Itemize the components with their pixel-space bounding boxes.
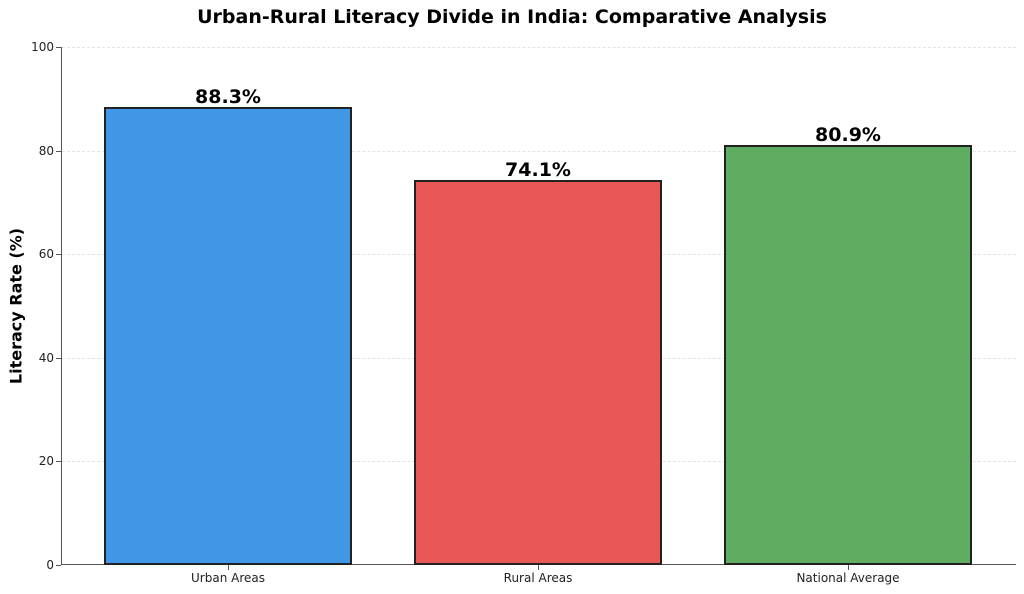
y-tick bbox=[56, 254, 61, 256]
chart-title: Urban-Rural Literacy Divide in India: Co… bbox=[197, 6, 827, 28]
x-tick-label: Rural Areas bbox=[503, 571, 573, 585]
x-tick bbox=[228, 565, 229, 570]
x-tick bbox=[848, 565, 849, 570]
gridline bbox=[62, 47, 1016, 48]
bar-urban-areas bbox=[104, 106, 352, 565]
x-tick-label: Urban Areas bbox=[191, 571, 265, 585]
bar-rural-areas bbox=[414, 180, 662, 565]
y-tick-label: 100 bbox=[31, 40, 54, 54]
y-tick bbox=[56, 565, 61, 566]
y-tick-label: 0 bbox=[46, 558, 54, 572]
x-tick bbox=[538, 565, 539, 570]
y-axis-label: Literacy Rate (%) bbox=[6, 227, 26, 385]
y-tick-label: 20 bbox=[38, 454, 54, 469]
bar-value-label: 80.9% bbox=[815, 123, 881, 146]
bar-value-label: 74.1% bbox=[505, 159, 571, 182]
gridline bbox=[62, 150, 1016, 152]
y-tick-label: 60 bbox=[38, 247, 54, 262]
y-tick bbox=[56, 150, 61, 152]
x-tick-label: National Average bbox=[796, 571, 900, 585]
plot-area: 0 20 40 60 80 100 88.3% Urban Areas 74.1% Rural A… bbox=[31, 40, 1016, 585]
y-tick-label: 80 bbox=[38, 143, 54, 158]
bar-value-label: 88.3% bbox=[195, 85, 261, 108]
y-tick bbox=[56, 357, 61, 359]
y-tick bbox=[56, 47, 61, 48]
y-tick bbox=[56, 461, 61, 463]
bar-national-average bbox=[724, 144, 972, 565]
y-tick-label: 40 bbox=[38, 350, 54, 365]
y-axis-line bbox=[61, 47, 62, 565]
